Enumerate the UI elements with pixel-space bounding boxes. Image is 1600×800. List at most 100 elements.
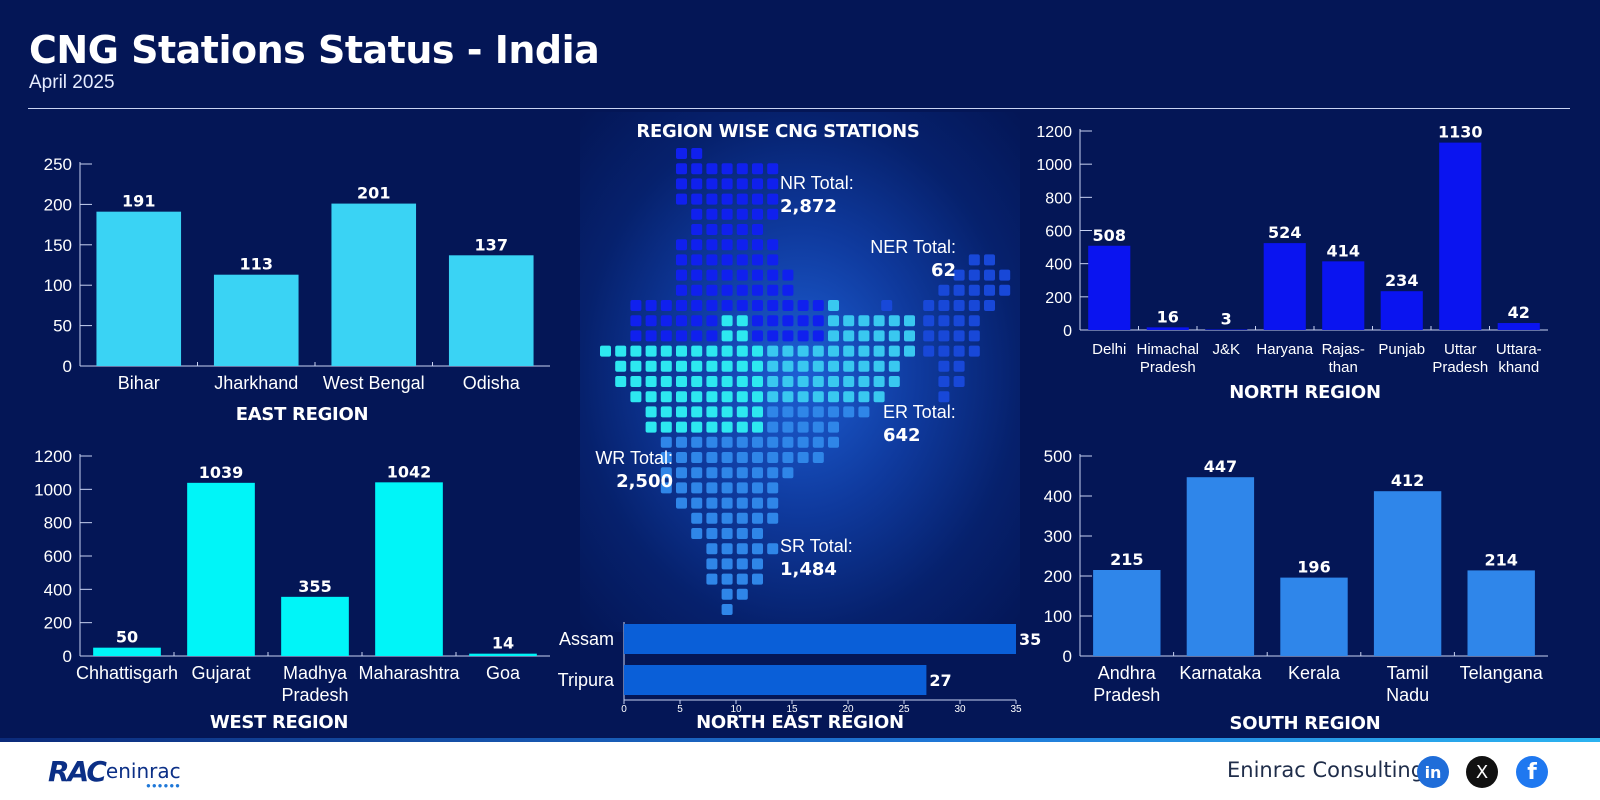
map-tile-east (888, 345, 900, 357)
north-category-label: Pradesh (1140, 359, 1196, 376)
ne-x-tick-label: 35 (1010, 704, 1022, 715)
map-tile-north (691, 163, 703, 175)
map-tile-northeast (984, 300, 995, 311)
map-tile-west (721, 406, 733, 418)
south-bar (1093, 570, 1161, 656)
map-tile-north (721, 300, 733, 311)
map-tile-northeast (938, 315, 950, 327)
south-y-tick-label: 300 (1044, 527, 1072, 546)
south-category-label: Andhra (1098, 663, 1157, 683)
map-tile-north (691, 178, 703, 190)
west-bar (93, 647, 161, 656)
map-tile-west (660, 421, 672, 433)
east-value-label: 201 (357, 184, 390, 203)
map-tile-south (721, 512, 733, 524)
map-tile-north (736, 163, 748, 175)
map-tile-north (691, 193, 703, 205)
map-tile-south (797, 406, 809, 418)
map-tile-north (691, 269, 703, 281)
facebook-icon[interactable]: f (1516, 756, 1548, 788)
map-tile-south (843, 406, 855, 418)
map-tile-north (645, 300, 657, 311)
map-tile-south (782, 467, 794, 479)
footer (0, 742, 1600, 800)
map-tile-south (752, 573, 763, 585)
map-tile-north (706, 208, 718, 220)
map-tile-east (904, 330, 915, 342)
north-region-chart: 020040060080010001200508Delhi16HimachalP… (1036, 123, 1548, 403)
map-tile-east (828, 330, 839, 342)
map-tile-east (888, 360, 900, 372)
map-tile-west (600, 345, 611, 357)
south-bar (1467, 570, 1535, 656)
north-bar (1497, 323, 1540, 330)
map-tile-north (736, 254, 748, 266)
logo-dots: ●●●●●● (146, 781, 181, 790)
east-bar (448, 255, 534, 366)
map-tile-north (752, 193, 763, 205)
map-tile-north (706, 330, 718, 342)
map-tile-east (782, 345, 794, 357)
map-tile-northeast (968, 300, 980, 311)
map-tile-south (736, 482, 748, 494)
map-tile-north (797, 300, 809, 311)
map-tile-east (858, 360, 870, 372)
map-tile-east (828, 345, 839, 357)
map-tile-west (645, 406, 657, 418)
map-tile-south (752, 436, 763, 448)
map-tile-south (736, 528, 748, 539)
map-tile-south (752, 497, 763, 509)
map-tile-west (630, 360, 642, 372)
map-tile-north (721, 208, 733, 220)
map-tile-east (812, 391, 824, 403)
map-tile-west (645, 360, 657, 372)
north-category-label: Uttara- (1496, 341, 1542, 358)
x-icon[interactable]: X (1466, 756, 1498, 788)
map-tile-west (736, 421, 748, 433)
map-tile-north (645, 330, 657, 342)
map-tile-north (767, 300, 779, 311)
map-tile-west (736, 315, 748, 327)
map-tile-south (706, 482, 718, 494)
north-value-label: 414 (1327, 241, 1360, 260)
map-tile-west (691, 360, 703, 372)
map-tile-south (797, 421, 809, 433)
south-bar (1280, 577, 1348, 656)
west-bar (469, 653, 537, 656)
map-tile-west (645, 391, 657, 403)
map-tile-west (736, 376, 748, 387)
map-tile-south (691, 528, 703, 539)
map-tile-west (721, 391, 733, 403)
map-tile-south (828, 406, 839, 418)
region-total-value: 1,484 (780, 559, 837, 580)
north-category-label: khand (1498, 359, 1539, 376)
region-total-label: NER Total: (870, 237, 956, 257)
map-tile-northeast (968, 330, 980, 342)
map-tile-north (706, 254, 718, 266)
south-category-label: Tamil (1387, 663, 1429, 683)
map-tile-north (676, 178, 687, 190)
map-tile-south (752, 482, 763, 494)
west-category-label: Maharashtra (358, 663, 460, 683)
south-y-tick-label: 500 (1044, 447, 1072, 466)
map-tile-north (767, 208, 779, 220)
map-tile-south (858, 406, 870, 418)
east-value-label: 191 (122, 192, 155, 211)
linkedin-icon[interactable]: in (1417, 756, 1449, 788)
north-value-label: 3 (1221, 310, 1232, 329)
map-tile-northeast (923, 300, 935, 311)
map-tile-west (752, 345, 763, 357)
map-tile-east (812, 345, 824, 357)
map-tile-north (676, 163, 687, 175)
charts-canvas: 050100150200250191Bihar113Jharkhand201We… (34, 121, 1548, 734)
map-tile-north (706, 269, 718, 281)
map-tile-northeast (938, 391, 950, 403)
map-tile-north (691, 284, 703, 296)
map-tile-south (691, 452, 703, 463)
south-category-label: Karnataka (1179, 663, 1262, 683)
map-tile-north (752, 300, 763, 311)
map-tile-north (676, 284, 687, 296)
east-y-tick-label: 100 (44, 276, 72, 295)
map-tile-south (767, 497, 779, 509)
map-tile-north (782, 315, 794, 327)
